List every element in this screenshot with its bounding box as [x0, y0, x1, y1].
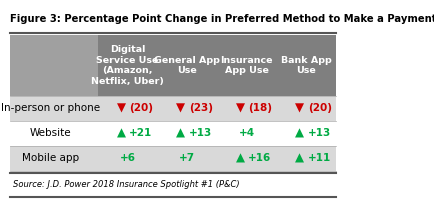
Bar [10, 146, 336, 171]
Bar [10, 35, 98, 96]
Bar [217, 35, 276, 96]
Text: +4: +4 [238, 128, 255, 138]
Text: General App
Use: General App Use [154, 56, 220, 75]
Text: Digital
Service Use
(Amazon,
Netflix, Uber): Digital Service Use (Amazon, Netflix, Ub… [91, 45, 164, 86]
Text: +6: +6 [119, 153, 135, 163]
Text: Figure 3: Percentage Point Change in Preferred Method to Make a Payment: Figure 3: Percentage Point Change in Pre… [10, 14, 434, 24]
Text: (20): (20) [129, 103, 153, 113]
Text: +21: +21 [129, 128, 152, 138]
Text: Insurance
App Use: Insurance App Use [220, 56, 273, 75]
Bar [157, 35, 217, 96]
Text: In-person or phone: In-person or phone [1, 103, 100, 113]
Text: +13: +13 [308, 128, 331, 138]
Text: ▲: ▲ [176, 127, 185, 140]
Bar [10, 121, 336, 146]
Text: (18): (18) [248, 103, 272, 113]
Text: Mobile app: Mobile app [22, 153, 79, 163]
Text: +11: +11 [308, 153, 331, 163]
Text: ▼: ▼ [296, 102, 304, 115]
Bar [276, 35, 336, 96]
Text: +7: +7 [179, 153, 195, 163]
Text: Bank App
Use: Bank App Use [281, 56, 332, 75]
Text: (20): (20) [308, 103, 332, 113]
Bar [10, 96, 336, 121]
Text: ▲: ▲ [236, 152, 245, 165]
Text: ▲: ▲ [296, 152, 304, 165]
Text: +16: +16 [248, 153, 271, 163]
Text: Source: J.D. Power 2018 Insurance Spotlight #1 (P&C): Source: J.D. Power 2018 Insurance Spotli… [13, 180, 240, 189]
Text: ▲: ▲ [296, 127, 304, 140]
Text: ▼: ▼ [176, 102, 185, 115]
Text: ▲: ▲ [117, 127, 126, 140]
Text: +13: +13 [189, 128, 212, 138]
Text: ▼: ▼ [236, 102, 245, 115]
Bar [98, 35, 157, 96]
Text: ▼: ▼ [117, 102, 126, 115]
Text: (23): (23) [189, 103, 213, 113]
Text: Website: Website [30, 128, 71, 138]
